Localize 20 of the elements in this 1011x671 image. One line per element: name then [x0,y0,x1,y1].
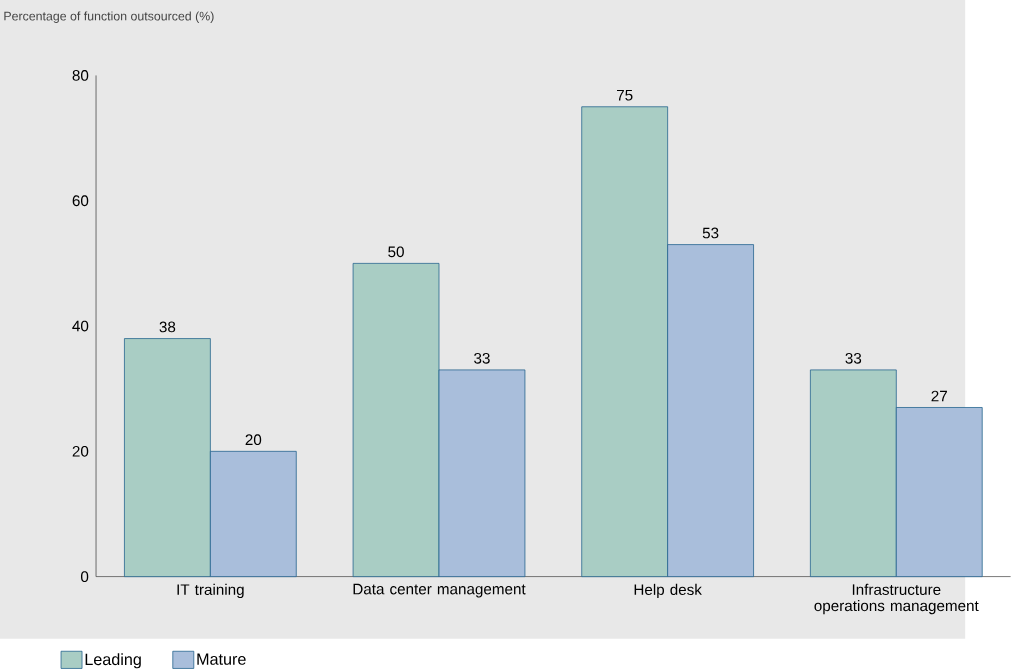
data-label: 27 [931,390,947,402]
data-label: 75 [617,90,633,101]
data-label: 33 [845,353,862,364]
data-label: 20 [245,434,262,446]
x-tick-label: IT training [177,583,244,599]
y-tick-label: 20 [72,446,89,457]
x-tick-label: Data center management [353,583,526,598]
x-tick-label: Infrastructure operations management [814,583,979,615]
x-tick-label: Help desk [634,583,702,599]
legend-label: Mature [197,653,246,665]
y-tick-label: 0 [80,571,89,583]
data-label: 53 [702,227,719,239]
data-label: 33 [474,353,490,364]
y-tick-label: 40 [72,320,89,332]
data-label: 50 [388,246,404,258]
y-axis-title: Percentage of function outsourced (%) [4,11,214,24]
y-tick-label: 80 [72,70,89,81]
y-tick-label: 60 [72,195,89,207]
data-label: 38 [159,321,176,333]
legend-label: Leading [85,653,141,669]
